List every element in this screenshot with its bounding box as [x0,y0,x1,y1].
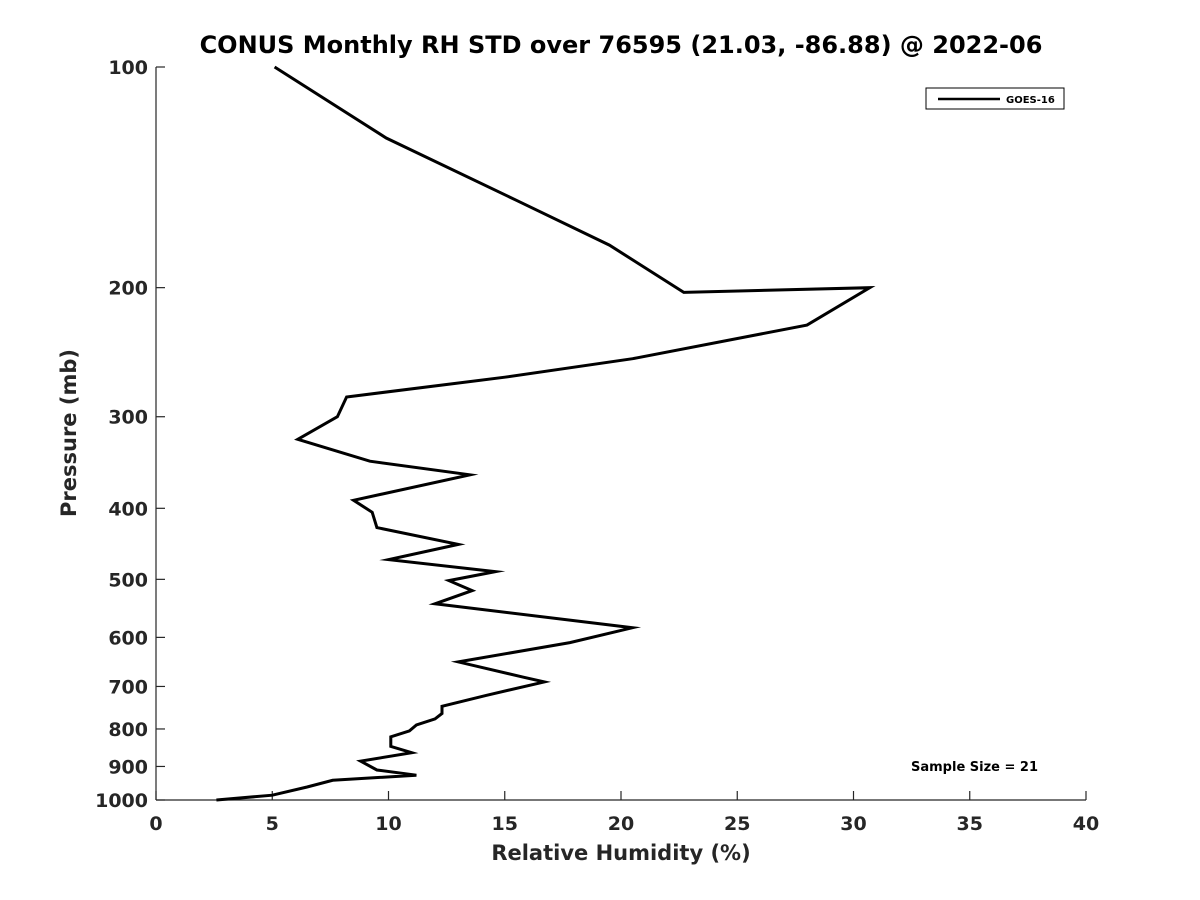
y-tick-label: 500 [108,569,148,591]
sample-size-annotation: Sample Size = 21 [911,760,1038,775]
x-axis-label: Relative Humidity (%) [491,841,750,865]
x-tick-label: 20 [608,813,634,835]
series-layer [216,65,876,802]
y-tick-label: 1000 [95,790,148,812]
y-tick-label: 200 [108,278,148,300]
y-tick-label: 400 [108,498,148,520]
legend: GOES-16 [925,87,1065,110]
y-tick-label: 900 [108,756,148,778]
y-tick-label: 100 [108,57,148,79]
x-tick-label: 5 [266,813,279,835]
y-axis-label: Pressure (mb) [57,349,81,517]
x-tick-label: 15 [492,813,518,835]
chart-title: CONUS Monthly RH STD over 76595 (21.03, … [200,31,1043,59]
y-tick-label: 800 [108,719,148,741]
x-tick-label: 35 [957,813,983,835]
x-tick-label: 40 [1073,813,1099,835]
y-tick-label: 600 [108,627,148,649]
x-tick-label: 30 [840,813,866,835]
y-tick-label: 700 [108,676,148,698]
plot-area [156,67,1086,800]
x-tick-label: 25 [724,813,750,835]
legend-label-goes-16: GOES-16 [1006,95,1055,106]
y-axis-ticks: 100 200 300 400 500 600 700 800 900 1000 [95,57,165,812]
x-axis-ticks: 0 5 10 15 20 25 30 35 40 [149,791,1099,835]
series-line-goes-16 [216,65,876,802]
x-tick-label: 0 [149,813,162,835]
y-tick-label: 300 [108,407,148,429]
x-tick-label: 10 [375,813,401,835]
